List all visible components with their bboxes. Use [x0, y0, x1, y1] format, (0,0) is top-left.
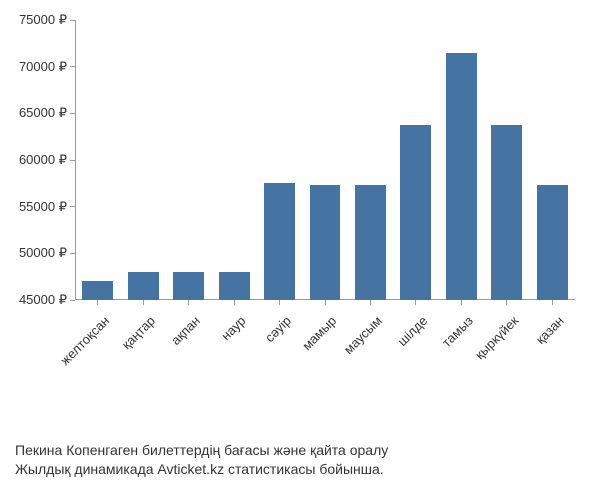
bar [173, 272, 204, 300]
y-tick-mark [70, 253, 75, 254]
bar [219, 272, 250, 300]
x-tick-label: мамыр [300, 313, 340, 353]
y-tick-label: 65000 ₽ [19, 105, 67, 121]
y-tick-mark [70, 300, 75, 301]
y-axis-line [75, 20, 76, 300]
bar [537, 185, 568, 300]
x-tick-label: сәуір [262, 313, 294, 345]
y-tick-label: 60000 ₽ [19, 152, 67, 168]
y-tick-mark [70, 113, 75, 114]
y-tick-label: 70000 ₽ [19, 59, 67, 75]
y-tick-mark [70, 160, 75, 161]
bar [491, 125, 522, 300]
y-tick-label: 45000 ₽ [19, 292, 67, 308]
y-tick-mark [70, 206, 75, 207]
x-tick-label: ақпан [168, 313, 203, 348]
bar [355, 185, 386, 300]
plot-area [75, 20, 575, 300]
caption: Пекина Копенгаген билеттердің бағасы жән… [15, 441, 388, 480]
y-axis: 45000 ₽50000 ₽55000 ₽60000 ₽65000 ₽70000… [0, 20, 75, 300]
bar [264, 183, 295, 300]
x-tick-label: тамыз [439, 313, 476, 350]
chart-container: 45000 ₽ 50000 ₽ 55000 ₽ 60000 ₽ 65000 ₽ 70000… [0, 0, 600, 500]
x-tick-label: наур [218, 313, 248, 343]
bar [128, 272, 159, 300]
bar [446, 53, 477, 300]
x-tick-label: қыркүйек [472, 313, 521, 362]
y-tick-label: 50000 ₽ [19, 245, 67, 261]
bar [310, 185, 341, 300]
x-tick-label: шілде [395, 313, 431, 349]
x-tick-label: қаңтар [119, 313, 158, 352]
y-tick-mark [70, 20, 75, 21]
x-tick-label: желтоқсан [57, 313, 112, 368]
caption-line-1: Пекина Копенгаген билеттердің бағасы жән… [15, 441, 388, 461]
y-tick-mark [70, 66, 75, 67]
y-tick-label: 75000 ₽ [19, 12, 67, 28]
bar [82, 281, 113, 300]
y-tick-label: 55000 ₽ [19, 199, 67, 215]
caption-line-2: Жылдық динамикада Avticket.kz статистика… [15, 460, 388, 480]
x-tick-label: қазан [533, 313, 567, 347]
bar [400, 125, 431, 300]
x-axis: желтоқсанқаңтарақпаннаурсәуірмамырмаусым… [75, 305, 575, 425]
x-tick-label: маусым [341, 313, 385, 357]
